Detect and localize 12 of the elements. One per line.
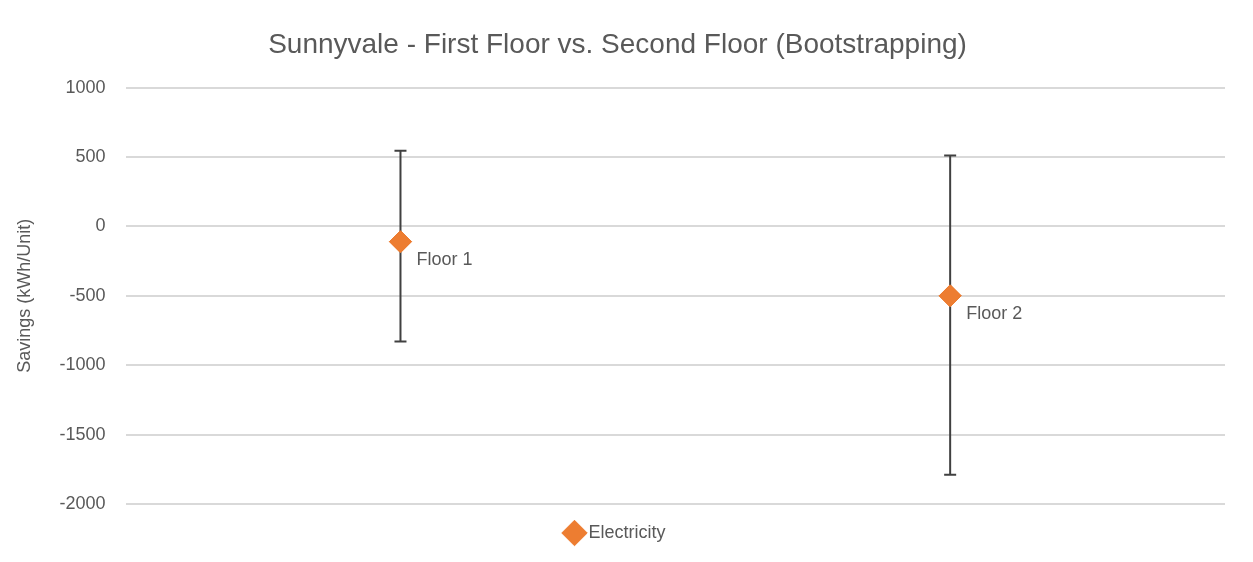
x-tick-label: Floor 1	[416, 248, 473, 269]
x-tick-label: Floor 2	[966, 302, 1023, 323]
y-tick-label: -1000	[59, 354, 106, 375]
y-tick-label: 500	[75, 145, 106, 166]
y-tick-label: 0	[95, 215, 106, 236]
legend-label: Electricity	[588, 521, 666, 542]
chart-title: Sunnyvale - First Floor vs. Second Floor (Bootstrapping)	[268, 27, 967, 59]
y-tick-label: -2000	[59, 492, 106, 513]
y-tick-label: 1000	[65, 76, 106, 97]
y-tick-label: -500	[69, 284, 106, 305]
y-axis-title: Savings (kWh/Unit)	[13, 218, 34, 373]
y-tick-label: -1500	[59, 423, 106, 444]
